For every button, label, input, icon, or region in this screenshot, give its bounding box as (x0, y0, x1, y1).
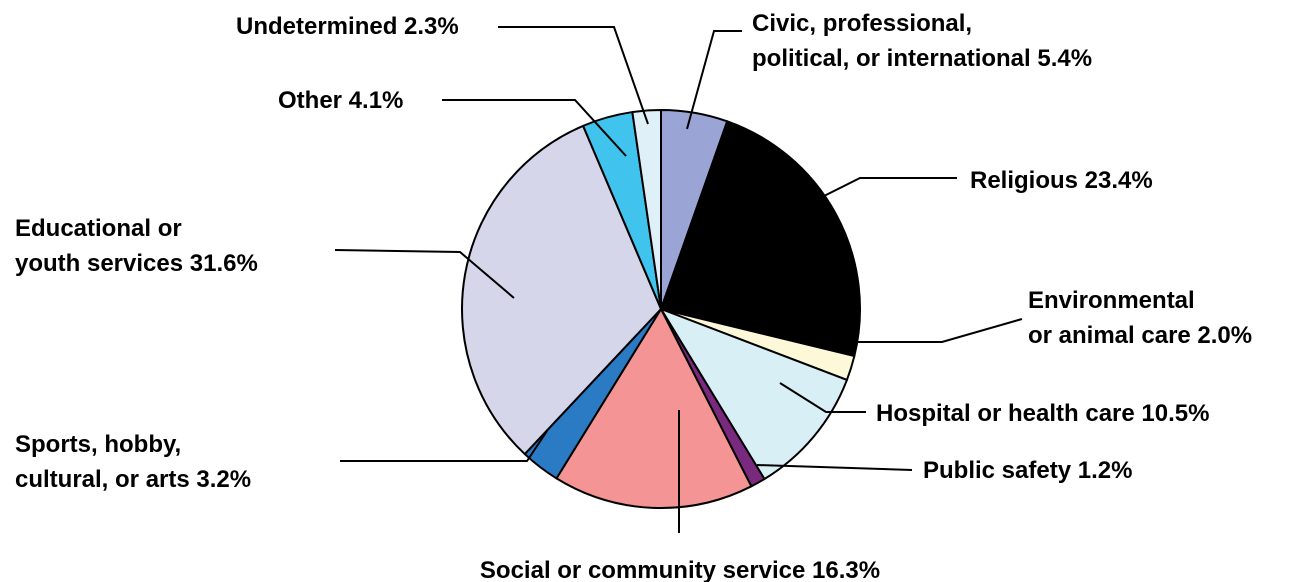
slice-label-public-safety: Public safety 1.2% (923, 457, 1132, 484)
leader-line-civic-professional-political-or-international (686, 30, 742, 130)
leader-line-undetermined (498, 26, 649, 125)
slice-label-line: Educational or (15, 215, 182, 242)
slice-label-line: Environmental (1028, 287, 1195, 314)
leader-line-hospital-or-health-care (779, 382, 866, 413)
pie-slice-social-or-community-service (555, 308, 753, 509)
slice-label-line: Religious 23.4% (970, 167, 1153, 194)
pie-slice-religious (660, 120, 861, 358)
slice-label-line: Social or community service 16.3% (480, 557, 880, 582)
slice-label-line: Other 4.1% (278, 87, 403, 114)
slice-label-line: Undetermined 2.3% (236, 13, 459, 40)
slice-label-sports-hobby-cultural-or-arts: Sports, hobby, cultural, or arts 3.2% (15, 431, 251, 493)
slice-label-line: or animal care 2.0% (1028, 322, 1252, 349)
slice-label-line: Sports, hobby, (15, 431, 181, 458)
leader-line-educational-or-youth-services (334, 249, 515, 299)
slice-label-civic-professional-political-or-international: Civic, professional, political, or intern… (752, 10, 1092, 72)
slice-label-social-or-community-service: Social or community service 16.3% (480, 557, 880, 582)
slice-label-line: Hospital or health care 10.5% (876, 400, 1209, 427)
slice-label-line: Civic, professional, (752, 10, 972, 37)
leader-line-religious (799, 177, 957, 209)
leader-line-environmental-or-animal-care (845, 318, 1023, 343)
slice-label-line: political, or international 5.4% (752, 45, 1092, 72)
leader-line-public-safety (756, 464, 913, 471)
leader-line-sports-hobby-cultural-or-arts (340, 430, 548, 462)
slice-label-educational-or-youth-services: Educational or youth services 31.6% (15, 215, 258, 277)
slice-labels: Civic, professional, political, or intern… (15, 10, 1252, 582)
slice-label-hospital-or-health-care: Hospital or health care 10.5% (876, 400, 1209, 427)
slice-label-line: Public safety 1.2% (923, 457, 1132, 484)
slice-label-line: cultural, or arts 3.2% (15, 466, 251, 493)
pie-slice-undetermined (631, 108, 662, 310)
slice-label-line: youth services 31.6% (15, 250, 258, 277)
leader-line-other (442, 99, 627, 157)
slice-label-environmental-or-animal-care: Environmental or animal care 2.0% (1028, 287, 1252, 349)
slice-label-other: Other 4.1% (278, 87, 403, 114)
pie-slice-hospital-or-health-care (660, 308, 848, 480)
slice-label-undetermined: Undetermined 2.3% (236, 13, 459, 40)
leader-lines (334, 26, 1023, 533)
pie-slice-educational-or-youth-services (461, 124, 662, 456)
slice-label-religious: Religious 23.4% (970, 167, 1153, 194)
pie-slices (461, 108, 861, 509)
